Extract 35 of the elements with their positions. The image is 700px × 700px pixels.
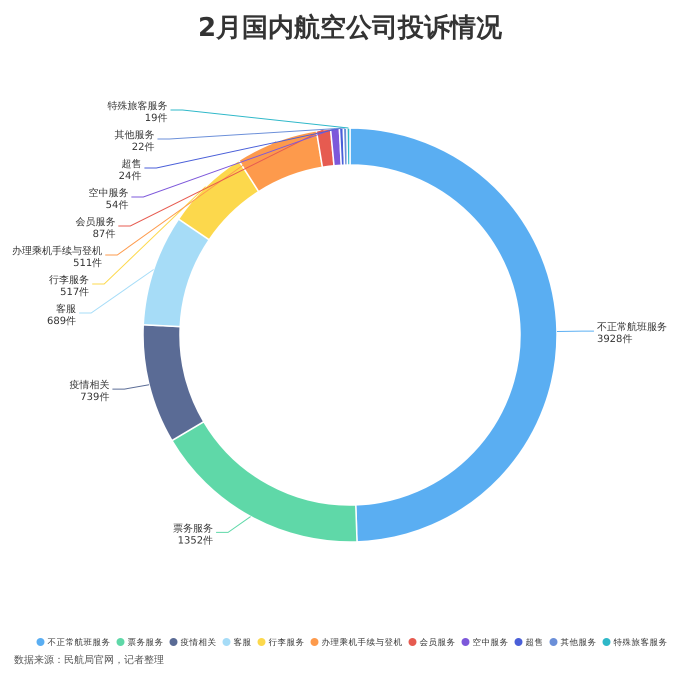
legend-label: 票务服务 [128,637,164,648]
data-label: 739件 [80,392,110,404]
chart-title: 2月国内航空公司投诉情况 [198,13,504,43]
data-label: 689件 [47,316,76,328]
legend-label: 空中服务 [472,637,508,648]
slice-label: 客服 [56,303,76,316]
data-label: 54件 [106,200,128,212]
slice-label: 会员服务 [75,216,116,228]
data-label: 22件 [132,142,154,154]
data-label: 87件 [92,229,116,240]
data-label: 517件 [60,287,90,298]
slice-label: 行李服务 [49,274,90,286]
slice-label: 特殊旅客服务 [107,100,168,112]
slice-label: 不正常航班服务 [596,321,667,334]
slice-label: 空中服务 [88,187,128,200]
legend-label: 办理乘机手续与登机 [322,637,402,648]
legend-label: 其他服务 [560,637,596,648]
data-label: 3928件 [596,334,632,346]
legend-label: 不正常航班服务 [48,637,110,648]
legend-label: 会员服务 [420,637,456,648]
slice-label: 票务服务 [173,522,214,534]
slice-label: 办理乘机手续与登机 [12,245,102,258]
slice-label: 其他服务 [114,129,154,142]
legend-label: 客服 [234,637,252,648]
data-label: 19件 [144,113,168,124]
slice-label: 疫情相关 [69,379,110,392]
data-label: 1352件 [178,535,214,546]
legend-label: 行李服务 [268,637,304,648]
data-label: 24件 [118,171,142,182]
legend-label: 超售 [526,637,544,648]
source-note: 数据来源：民航局官网，记者整理 [14,654,164,666]
data-label: 511件 [73,258,102,270]
slice-label: 超售 [121,158,142,170]
legend-label: 疫情相关 [180,637,216,648]
legend-label: 特殊旅客服务 [614,637,668,648]
